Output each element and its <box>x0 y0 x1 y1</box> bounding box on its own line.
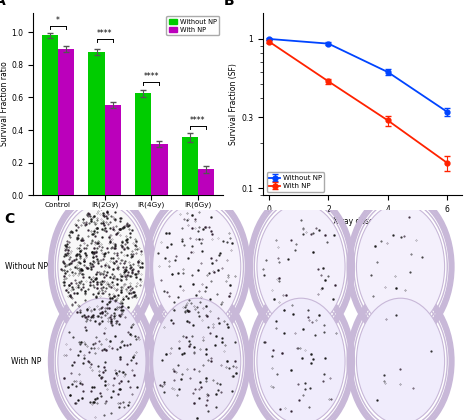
X-axis label: X-ray dose (Gy): X-ray dose (Gy) <box>333 217 392 226</box>
Text: Without NP: Without NP <box>5 262 47 271</box>
Text: 2 Gy: 2 Gy <box>186 214 207 223</box>
Text: 6 Gy: 6 Gy <box>390 214 411 223</box>
Text: ****: **** <box>97 29 112 38</box>
Ellipse shape <box>58 204 146 330</box>
Bar <box>88 52 105 195</box>
Ellipse shape <box>153 298 241 420</box>
Text: A: A <box>0 0 6 8</box>
Ellipse shape <box>58 298 146 420</box>
Text: ****: **** <box>144 72 159 81</box>
Ellipse shape <box>356 204 445 330</box>
Ellipse shape <box>257 204 345 330</box>
Bar <box>182 137 198 195</box>
Text: C: C <box>5 212 15 226</box>
Text: B: B <box>223 0 234 8</box>
Ellipse shape <box>257 298 345 420</box>
Legend: Without NP, With NP: Without NP, With NP <box>266 172 324 192</box>
Bar <box>135 93 151 195</box>
Ellipse shape <box>356 298 445 420</box>
Ellipse shape <box>153 204 241 330</box>
Text: *: * <box>56 16 60 25</box>
Text: ****: **** <box>190 116 206 125</box>
Bar <box>42 35 58 195</box>
Bar <box>198 169 214 195</box>
Bar <box>105 105 121 195</box>
Bar <box>151 144 168 195</box>
Y-axis label: Survival Fraction ratio: Survival Fraction ratio <box>0 62 9 146</box>
Text: With NP: With NP <box>11 357 41 366</box>
Legend: Without NP, With NP: Without NP, With NP <box>166 16 219 35</box>
Text: 4 Gy: 4 Gy <box>291 214 311 223</box>
Bar <box>58 49 74 195</box>
Text: 0 Gy: 0 Gy <box>91 214 112 223</box>
Y-axis label: Survival Fraction (SF): Survival Fraction (SF) <box>229 63 238 145</box>
